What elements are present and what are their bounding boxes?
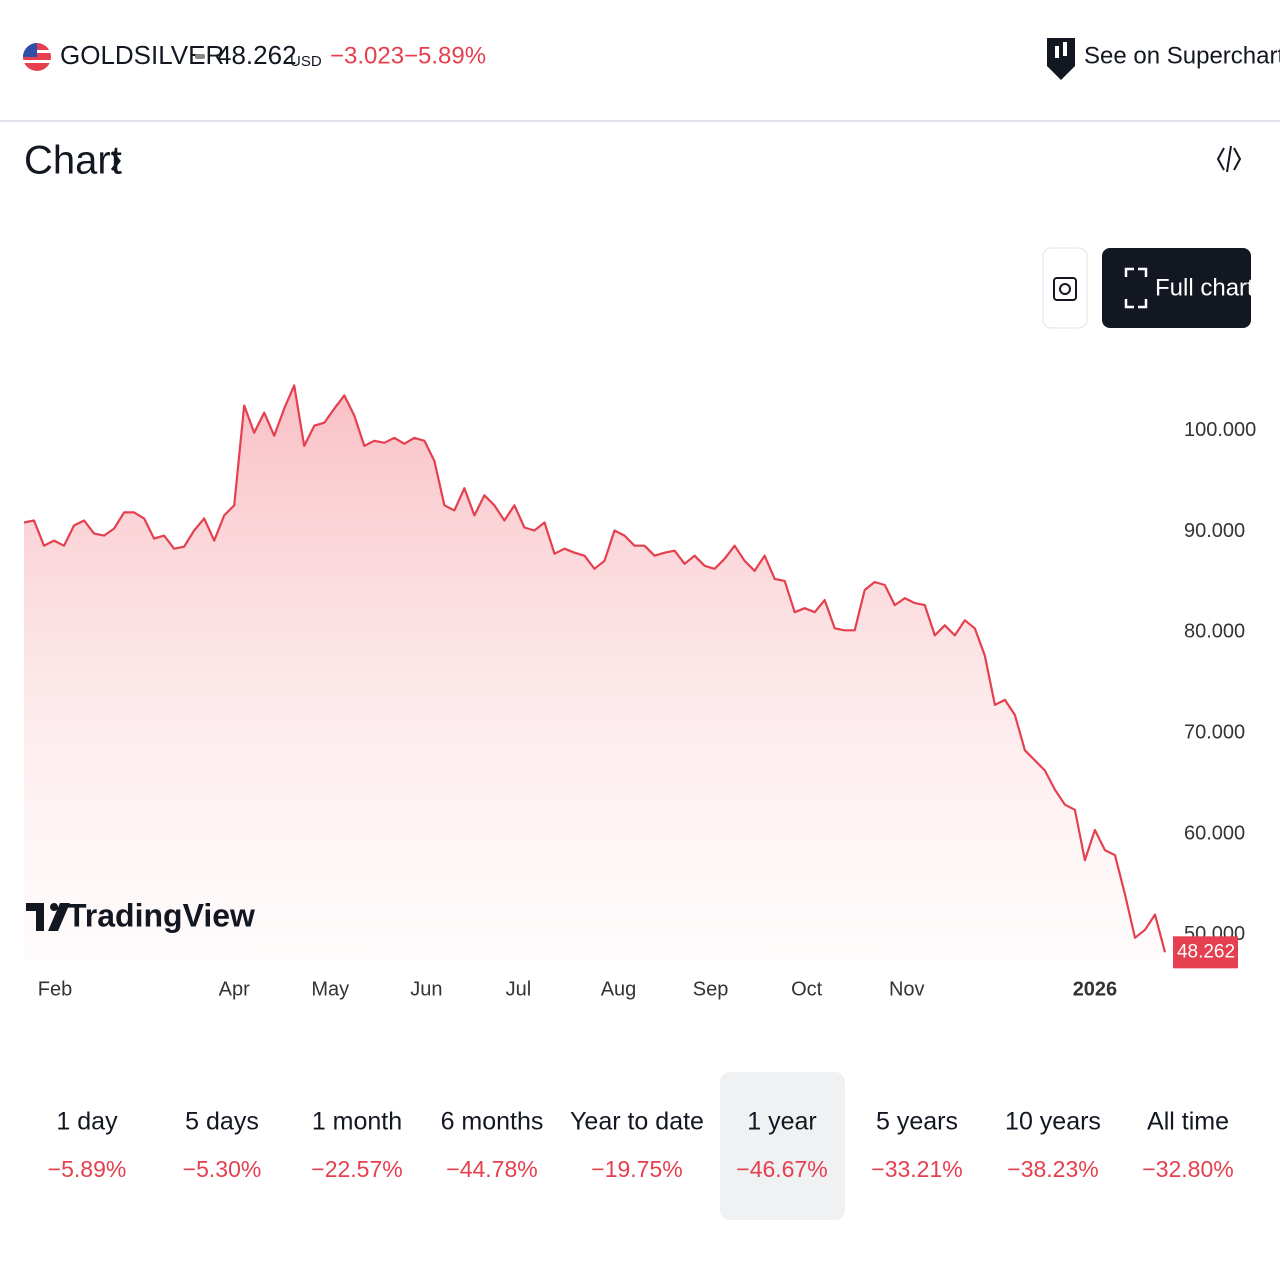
full-chart-button[interactable]: Full chart — [1102, 248, 1254, 328]
supercharts-link[interactable]: See on Supercharts — [1047, 38, 1280, 80]
x-tick-label: Oct — [791, 978, 823, 1000]
price: 48.262 — [217, 40, 297, 70]
x-tick-label: Jun — [410, 978, 442, 1000]
period-change[interactable]: −22.57% — [311, 1156, 402, 1182]
y-tick-label: 100.000 — [1184, 419, 1256, 441]
change-percent: −5.89% — [404, 42, 486, 69]
embed-icon[interactable] — [1216, 145, 1242, 173]
period-label[interactable]: 5 days — [185, 1108, 259, 1136]
period-label[interactable]: All time — [1147, 1108, 1229, 1136]
period-change[interactable]: −33.21% — [871, 1156, 962, 1182]
flag-icon — [23, 43, 51, 71]
y-tick-label: 90.000 — [1184, 520, 1245, 542]
period-label[interactable]: 5 years — [876, 1108, 958, 1136]
snapshot-button[interactable] — [1042, 247, 1088, 329]
x-tick-label: Feb — [38, 978, 72, 1000]
selected-period-bg — [720, 1072, 845, 1220]
y-tick-label: 80.000 — [1184, 621, 1245, 643]
x-tick-label: May — [311, 978, 349, 1000]
period-change[interactable]: −44.78% — [446, 1156, 537, 1182]
y-tick-label: 60.000 — [1184, 822, 1245, 844]
period-change[interactable]: −5.89% — [48, 1156, 127, 1182]
chevron — [110, 151, 121, 171]
periods: 1 day −5.89% 5 days −5.30% 1 month −22.57% 6 m… — [48, 1108, 1234, 1182]
period-change[interactable]: −38.23% — [1007, 1156, 1098, 1182]
supercharts-text[interactable]: See on Supercharts — [1084, 42, 1280, 69]
x-tick-label: Nov — [889, 978, 925, 1000]
period-label[interactable]: 10 years — [1005, 1108, 1101, 1136]
y-tick-label: 70.000 — [1184, 721, 1245, 743]
area-fill — [24, 385, 1165, 960]
period-label[interactable]: Year to date — [570, 1108, 704, 1136]
period-label[interactable]: 6 months — [441, 1108, 544, 1136]
separator — [195, 54, 205, 59]
tradingview-logo: TradingView — [26, 897, 255, 933]
period-label[interactable]: 1 year — [747, 1108, 816, 1136]
period-change[interactable]: −32.80% — [1142, 1156, 1233, 1182]
brand: TradingView — [67, 897, 255, 933]
chart: 50.00060.00070.00080.00090.000100.000Feb… — [23, 384, 1256, 1000]
price-line — [23, 384, 1167, 953]
section-title[interactable]: Chart — [24, 139, 122, 183]
period-change[interactable]: −46.67% — [736, 1156, 827, 1182]
period-change[interactable]: −5.30% — [183, 1156, 262, 1182]
x-tick-label: Apr — [219, 978, 250, 1000]
period-label[interactable]: 1 day — [56, 1108, 118, 1136]
last-price-tag — [1173, 936, 1238, 969]
full-chart-text[interactable]: Full chart — [1155, 274, 1254, 301]
x-tick-label: 2026 — [1073, 978, 1118, 1000]
period-label[interactable]: 1 month — [312, 1108, 402, 1136]
currency: USD — [290, 53, 322, 70]
change: −3.023 — [330, 42, 404, 69]
x-tick-label: Sep — [693, 978, 729, 1000]
x-tick-label: Aug — [601, 978, 637, 1000]
last-price-label: 48.262 — [1177, 941, 1235, 962]
x-tick-label: Jul — [506, 978, 532, 1000]
period-change[interactable]: −19.75% — [591, 1156, 682, 1182]
